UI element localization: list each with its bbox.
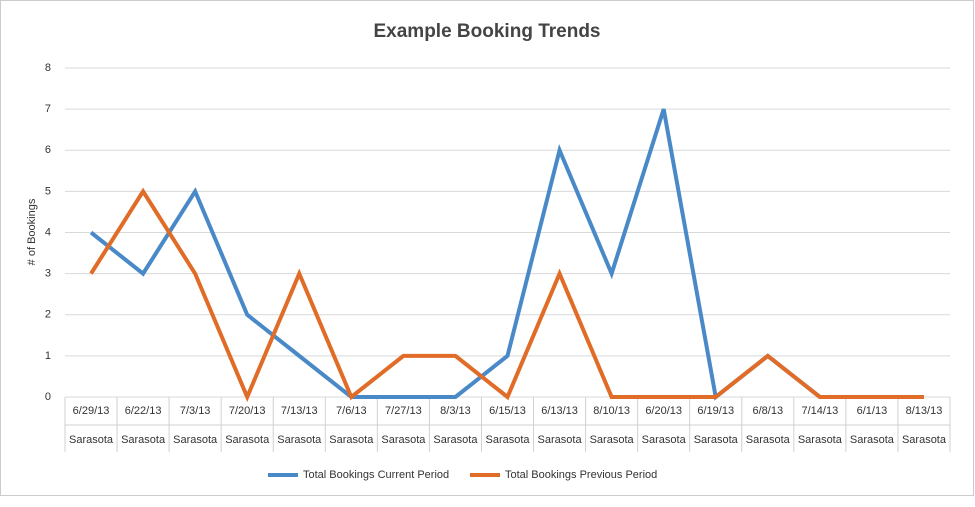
x-group-label: Sarasota <box>902 434 947 446</box>
x-tick-label: 6/13/13 <box>541 405 578 417</box>
x-group-label: Sarasota <box>798 434 843 446</box>
y-tick-label: 3 <box>45 268 51 280</box>
chart-frame <box>0 0 974 496</box>
x-group-label: Sarasota <box>381 434 426 446</box>
x-tick-label: 6/22/13 <box>125 405 162 417</box>
x-tick-label: 8/10/13 <box>593 405 630 417</box>
x-group-label: Sarasota <box>69 434 114 446</box>
y-axis-label: # of Bookings <box>26 198 38 265</box>
x-tick-label: 7/20/13 <box>229 405 266 417</box>
x-tick-label: 7/3/13 <box>180 405 211 417</box>
y-tick-label: 8 <box>45 62 51 74</box>
x-tick-label: 7/13/13 <box>281 405 318 417</box>
x-tick-label: 6/19/13 <box>697 405 734 417</box>
y-tick-label: 2 <box>45 309 51 321</box>
x-group-label: Sarasota <box>850 434 895 446</box>
x-tick-label: 7/27/13 <box>385 405 422 417</box>
x-tick-label: 7/6/13 <box>336 405 367 417</box>
x-group-label: Sarasota <box>590 434 635 446</box>
x-tick-label: 8/3/13 <box>440 405 471 417</box>
x-tick-label: 6/15/13 <box>489 405 526 417</box>
x-group-label: Sarasota <box>433 434 478 446</box>
x-group-label: Sarasota <box>121 434 166 446</box>
x-tick-label: 6/20/13 <box>645 405 682 417</box>
chart-title: Example Booking Trends <box>374 21 601 42</box>
y-tick-label: 5 <box>45 185 51 197</box>
x-tick-label: 6/1/13 <box>857 405 888 417</box>
x-tick-label: 6/8/13 <box>752 405 783 417</box>
y-tick-label: 0 <box>45 391 51 403</box>
y-tick-label: 7 <box>45 103 51 115</box>
x-group-label: Sarasota <box>642 434 687 446</box>
legend-label: Total Bookings Current Period <box>303 469 449 481</box>
y-tick-label: 6 <box>45 144 51 156</box>
x-tick-label: 6/29/13 <box>73 405 110 417</box>
x-group-label: Sarasota <box>694 434 739 446</box>
x-group-label: Sarasota <box>538 434 583 446</box>
x-group-label: Sarasota <box>746 434 791 446</box>
x-group-label: Sarasota <box>485 434 530 446</box>
x-tick-label: 7/14/13 <box>802 405 839 417</box>
x-group-label: Sarasota <box>225 434 270 446</box>
y-tick-label: 4 <box>45 226 51 238</box>
x-group-label: Sarasota <box>173 434 218 446</box>
x-group-label: Sarasota <box>277 434 322 446</box>
series-line <box>89 187 924 403</box>
series-line <box>89 108 924 401</box>
y-tick-label: 1 <box>45 350 51 362</box>
x-tick-label: 8/13/13 <box>906 405 943 417</box>
x-group-label: Sarasota <box>329 434 374 446</box>
legend-label: Total Bookings Previous Period <box>505 469 657 481</box>
